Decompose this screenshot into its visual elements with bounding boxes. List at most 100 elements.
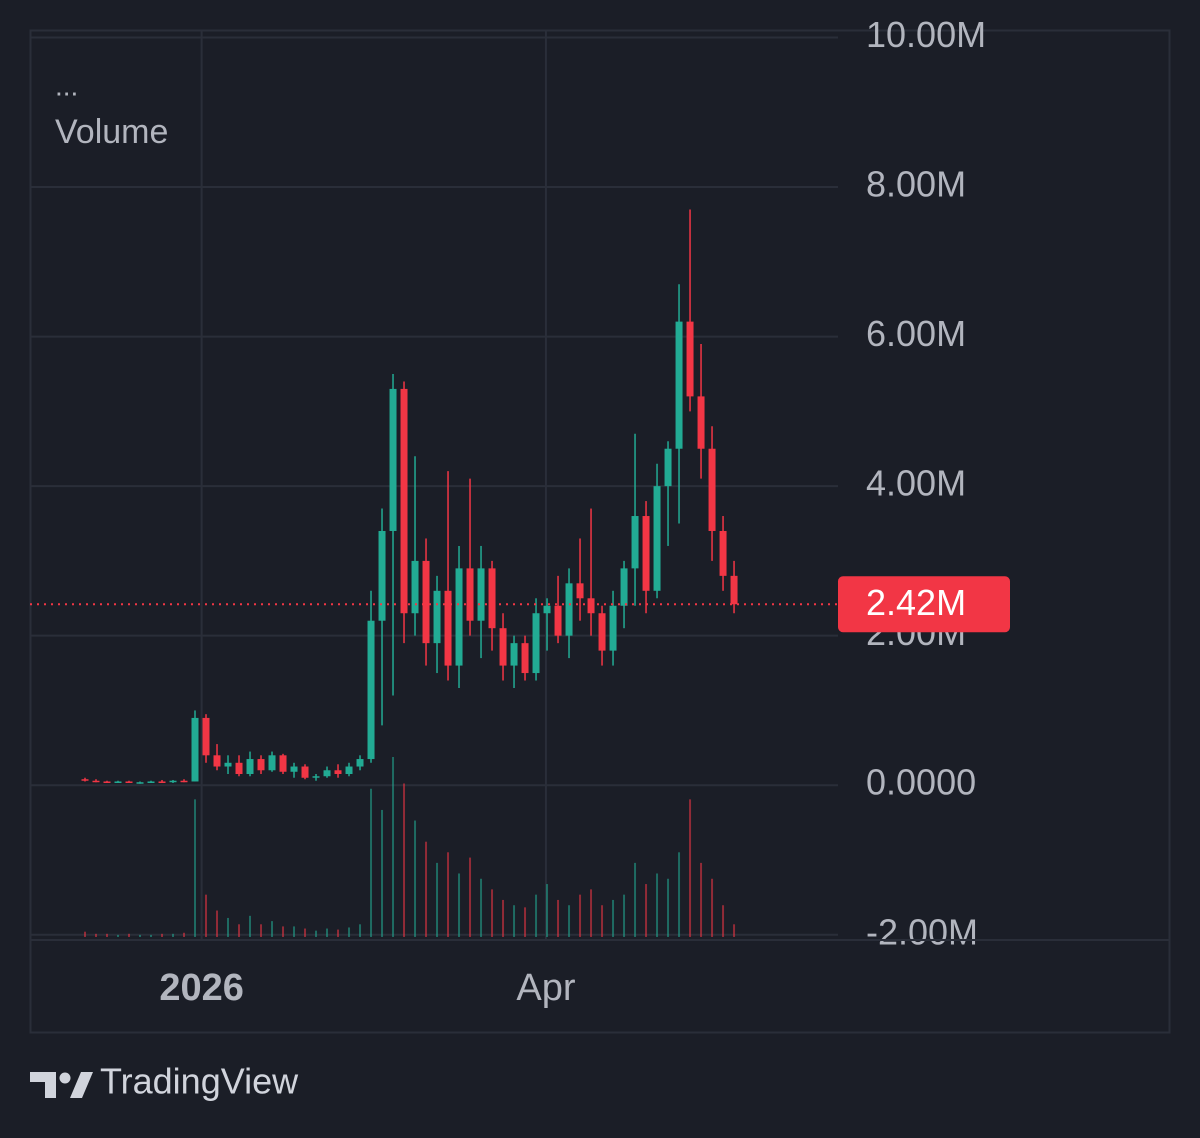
candle-body [169,780,177,783]
candle-body [609,605,617,651]
y-tick-label: -2.00M [866,911,978,952]
volume-bar [568,905,571,937]
y-tick-label: 10.00M [866,14,986,55]
volume-bar [458,873,461,937]
legend-title: Volume [55,113,168,151]
candle-body [202,717,210,756]
candle-body [367,620,375,760]
candle-body [268,755,276,771]
candle-body [675,321,683,449]
candle-body [92,780,100,783]
volume-bar [128,933,131,937]
candle-body [224,762,232,767]
candle-body [400,388,408,614]
candle-body [598,613,606,651]
volume-bar [370,788,373,937]
candle-body [697,396,705,449]
candle-body [642,516,650,591]
candle-body [191,717,199,782]
candle-body [631,516,639,569]
y-tick-label: 0.0000 [866,762,976,803]
candle-body [708,448,716,531]
candle-body [488,568,496,629]
y-tick-label: 4.00M [866,463,966,504]
volume-bar [722,905,725,937]
volume-bar [249,915,252,937]
candle-body [312,776,320,778]
volume-bar [271,921,274,937]
volume-bar [612,899,615,937]
volume-bar [623,894,626,937]
volume-bar [414,820,417,937]
volume-bar [403,783,406,937]
candle-body [653,486,661,591]
volume-bar [546,884,549,937]
candle-body [389,388,397,531]
volume-bar [161,933,164,937]
candle-body [576,583,584,599]
candle-body [323,770,331,777]
volume-bar [315,930,318,937]
volume-bar [711,878,714,937]
volume-bar [337,929,340,937]
candle-body [543,605,551,614]
candle-body [422,560,430,644]
volume-bar [282,926,285,937]
candle-body [730,575,738,605]
volume-bar [150,934,153,937]
candle-body [301,766,309,778]
volume-bar [359,924,362,937]
volume-bar [590,889,593,937]
volume-bar [502,899,505,937]
candle-body [466,568,474,621]
volume-bar [425,841,428,937]
candle-body [587,598,595,614]
candle-body [279,755,287,772]
volume-bar [392,757,395,937]
candle-body [213,755,221,767]
candle-body [147,781,155,783]
candle-body [345,766,353,775]
legend-dots: ... [55,70,78,101]
volume-bar [194,799,197,937]
tradingview-logo: TradingView [30,1061,299,1102]
volume-bar [733,924,736,937]
candle-body [477,568,485,621]
candle-body [81,779,89,781]
volume-bar [304,928,307,937]
volume-bar [260,924,263,937]
candle-body [235,762,243,775]
candle-body [455,568,463,666]
candle-body [180,780,188,783]
volume-bar [678,852,681,937]
volume-bar [667,878,670,937]
volume-bar [326,928,329,937]
volume-bar [139,934,142,937]
candle-body [499,628,507,666]
candle-body [521,643,529,674]
volume-bar [634,862,637,937]
volume-bar [293,926,296,937]
candle-body [664,448,672,487]
candle-body [136,782,144,784]
x-tick-label: Apr [516,967,575,1009]
volume-bar [205,894,208,937]
volume-bar [216,910,219,937]
candle-body [532,613,540,674]
candle-body [433,590,441,644]
candle-body [444,590,452,666]
volume-bar [106,933,109,937]
volume-bar [436,862,439,937]
candle-body [565,583,573,636]
volume-bar [601,905,604,937]
brand-name: TradingView [100,1061,299,1102]
candle-body [378,530,386,621]
candle-body [114,781,122,783]
candle-body [554,605,562,636]
volume-bar [172,933,175,937]
chart-frame [29,29,1171,1034]
candle-body [246,759,254,775]
candle-body [510,643,518,666]
